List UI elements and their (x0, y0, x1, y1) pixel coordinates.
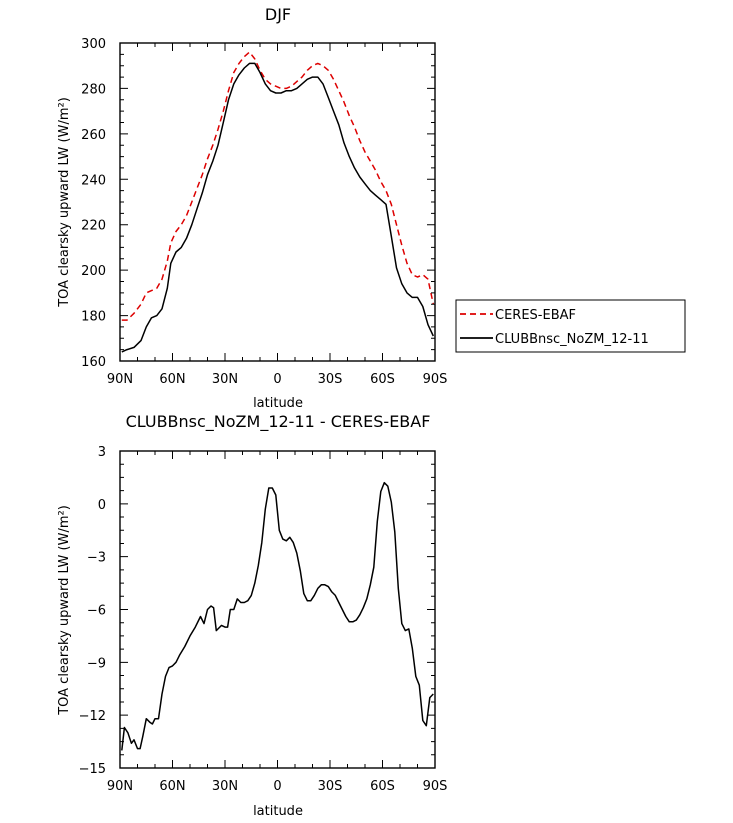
top-x-tick-label: 60S (370, 372, 395, 387)
top-chart-title: DJF (265, 5, 291, 24)
top-y-tick-label: 280 (81, 82, 106, 97)
bottom-x-tick-labels: 90N 60N 30N 0 30S 60S 90S (107, 779, 448, 794)
top-series-line-clubbnsc-nozm-12-11 (121, 62, 434, 353)
bottom-y-tick-label: −3 (87, 551, 106, 566)
legend-box (455, 299, 686, 353)
top-x-tick-label: 60N (159, 372, 185, 387)
top-legend: CERES-EBAF CLUBBnsc_NoZM_12-11 (455, 299, 686, 353)
bottom-axis-ticks (119, 450, 436, 769)
top-y-axis-label: TOA clearsky upward LW (W/m²) (57, 97, 72, 308)
top-y-tick-label: 180 (81, 310, 106, 325)
bottom-y-tick-label: 3 (98, 445, 106, 460)
top-y-tick-label: 300 (81, 37, 106, 52)
bottom-x-tick-label: 90N (107, 779, 133, 794)
bottom-y-tick-label: 0 (98, 498, 106, 513)
top-series-line-ceres-ebaf (121, 51, 435, 321)
bottom-panel: CLUBBnsc_NoZM_12-11 - CERES-EBAF 90N 60N 3… (57, 412, 447, 819)
bottom-tick-marks (119, 450, 436, 769)
top-x-tick-label: 90S (423, 372, 448, 387)
top-y-tick-labels: 160 180 200 220 240 260 280 300 (81, 37, 106, 370)
bottom-x-tick-label: 60S (370, 779, 395, 794)
top-y-tick-label: 200 (81, 264, 106, 279)
bottom-y-tick-labels: −15 −12 −9 −6 −3 0 3 (79, 445, 106, 777)
top-y-tick-label: 240 (81, 173, 106, 188)
bottom-x-tick-label: 90S (423, 779, 448, 794)
top-x-tick-label: 30S (318, 372, 343, 387)
bottom-y-tick-label: −15 (79, 762, 106, 777)
bottom-x-axis-label: latitude (253, 804, 303, 819)
top-plot-lines (121, 51, 435, 353)
top-plot-frame (119, 42, 436, 362)
top-x-tick-label: 0 (273, 372, 281, 387)
bottom-x-tick-label: 60N (159, 779, 185, 794)
bottom-x-tick-label: 30N (212, 779, 238, 794)
top-panel: DJF 90N 60N 30N 0 30S 60S 90S 160 180 200 220 240 2… (57, 5, 686, 411)
top-y-tick-label: 260 (81, 128, 106, 143)
bottom-y-tick-label: −6 (87, 604, 106, 619)
bottom-y-tick-label: −12 (79, 709, 106, 724)
top-x-tick-labels: 90N 60N 30N 0 30S 60S 90S (107, 372, 448, 387)
bottom-x-tick-label: 30S (318, 779, 343, 794)
bottom-plot-frame (119, 450, 436, 769)
top-y-tick-label: 160 (81, 355, 106, 370)
top-axis-ticks (119, 42, 436, 362)
bottom-series-line-difference (121, 481, 434, 751)
top-tick-marks (119, 42, 436, 362)
bottom-y-axis-label: TOA clearsky upward LW (W/m²) (57, 505, 72, 716)
bottom-y-tick-label: −9 (87, 656, 106, 671)
legend-label-clubbnsc: CLUBBnsc_NoZM_12-11 (495, 332, 649, 347)
bottom-plot-lines (121, 481, 434, 751)
top-y-tick-label: 220 (81, 219, 106, 234)
top-x-axis-label: latitude (253, 396, 303, 411)
bottom-chart-title: CLUBBnsc_NoZM_12-11 - CERES-EBAF (126, 412, 431, 432)
top-x-tick-label: 90N (107, 372, 133, 387)
top-x-tick-label: 30N (212, 372, 238, 387)
legend-label-ceres-ebaf: CERES-EBAF (495, 308, 576, 323)
bottom-x-tick-label: 0 (273, 779, 281, 794)
